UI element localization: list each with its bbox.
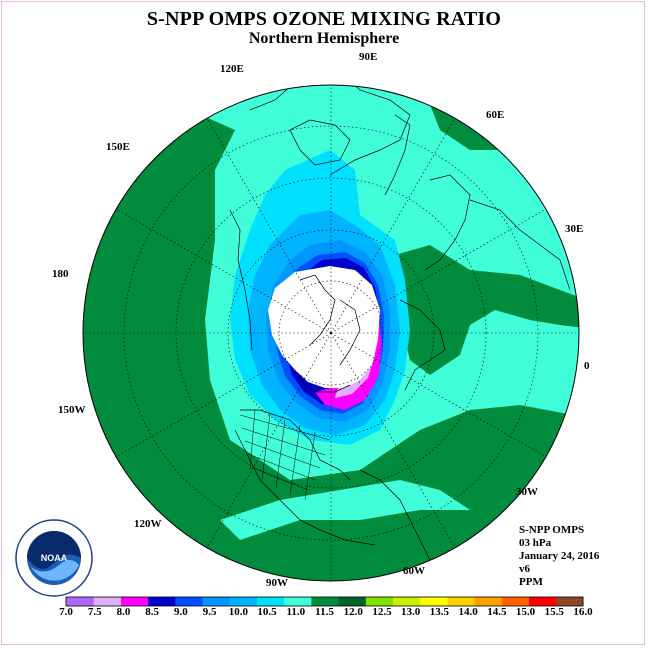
colorbar xyxy=(65,596,584,607)
colorbar-tick-label: 12.0 xyxy=(343,606,363,618)
colorbar-swatch xyxy=(93,597,121,606)
colorbar-swatch xyxy=(229,597,257,606)
colorbar-tick-label: 10.5 xyxy=(257,606,277,618)
field-11-5-asia-south xyxy=(240,510,500,581)
meridian-150w xyxy=(115,332,332,458)
colorbar-tick-label: 15.0 xyxy=(515,606,536,618)
meridian-60w xyxy=(330,332,456,549)
colorbar-swatch xyxy=(528,597,557,606)
meridian-30w xyxy=(330,332,547,458)
field-8-0 xyxy=(315,300,382,410)
info-instrument: S-NPP OMPS xyxy=(519,524,585,536)
info-date: January 24, 2016 xyxy=(519,550,600,562)
lon-label-90e: 90E xyxy=(359,51,378,63)
lon-label-60w: 60W xyxy=(403,565,425,577)
meridian-120w xyxy=(206,332,332,549)
colorbar-swatch xyxy=(338,597,366,606)
colorbar-outline xyxy=(65,596,584,607)
noaa-logo-text: NOAA xyxy=(41,553,68,563)
lon-label-180: 180 xyxy=(52,268,69,280)
colorbar-tick-label: 7.0 xyxy=(59,606,73,618)
colorbar-swatch xyxy=(147,597,176,606)
colorbar-swatch xyxy=(174,597,203,606)
colorbar-swatch xyxy=(555,597,584,606)
graticule xyxy=(83,85,579,581)
colorbar-swatch xyxy=(446,597,475,606)
colorbar-swatch xyxy=(283,597,312,606)
map-border xyxy=(82,84,580,582)
colorbar-tick-label: 11.0 xyxy=(286,606,306,618)
colorbar-tick-label: 11.5 xyxy=(315,606,334,618)
meridian-120e xyxy=(206,117,332,334)
colorbar-swatch xyxy=(256,597,285,606)
colorbar-tick-label: 8.0 xyxy=(116,606,131,618)
colorbar-tick-label: 13.5 xyxy=(429,606,449,618)
colorbar-swatch xyxy=(501,597,530,606)
colorbar-tick-label: 13.0 xyxy=(401,606,421,618)
info-level: 03 hPa xyxy=(519,537,552,549)
latitude-circle-60 xyxy=(175,177,487,489)
state-boundaries xyxy=(239,409,331,501)
info-units: PPM xyxy=(519,576,543,588)
colorbar-swatch xyxy=(392,597,421,606)
colorbar-tick-label: 16.0 xyxy=(573,606,593,618)
colorbar-swatch xyxy=(66,597,94,606)
meridian-150e xyxy=(115,208,332,334)
field-11-0-south xyxy=(220,480,470,540)
colorbar-swatch xyxy=(365,597,394,606)
colorbar-swatch xyxy=(310,597,339,606)
colorbar-tick-label: 9.0 xyxy=(174,606,188,618)
colorbar-tick-label: 8.5 xyxy=(145,606,160,618)
lon-label-120e: 120E xyxy=(220,63,244,75)
lon-label-60e: 60E xyxy=(486,109,505,121)
colorbar-tick-label: 14.5 xyxy=(487,606,507,618)
meridian-60e xyxy=(330,117,456,334)
lon-label-90w: 90W xyxy=(266,577,288,589)
map-subtitle: Northern Hemisphere xyxy=(248,30,400,47)
lon-label-0: 0 xyxy=(584,360,590,372)
colorbar-swatch xyxy=(202,597,230,606)
map-title: S-NPP OMPS OZONE MIXING RATIO xyxy=(146,8,502,30)
lon-label-30e: 30E xyxy=(565,223,584,235)
field-11-5-europe xyxy=(395,245,579,375)
polar-night-area xyxy=(268,266,380,388)
colorbar-tick-label: 12.5 xyxy=(372,606,392,618)
colorbar-tick-label: 9.5 xyxy=(202,606,217,618)
lon-label-30w: 30W xyxy=(516,486,538,498)
lon-label-120w: 120W xyxy=(134,518,162,530)
noaa-logo: NOAA xyxy=(15,519,93,597)
coastlines xyxy=(229,85,571,561)
colorbar-swatch xyxy=(474,597,502,606)
info-version: v6 xyxy=(519,563,530,575)
colorbar-tick-label: 10.0 xyxy=(228,606,248,618)
field-11-5-pacific xyxy=(83,85,579,581)
colorbar-swatch xyxy=(120,597,149,606)
latitude-circle-70 xyxy=(227,229,435,437)
info-panel: S-NPP OMPS 03 hPa January 24, 2016 v6 PP… xyxy=(519,524,599,589)
colorbar-tick-label: 7.5 xyxy=(87,606,102,618)
colorbar-swatch xyxy=(419,597,448,606)
latitude-circle-50 xyxy=(123,125,539,541)
lon-label-150e: 150E xyxy=(106,141,130,153)
colorbar-tick-label: 14.0 xyxy=(458,606,478,618)
colorbar-labels: 7.0 7.5 8.0 8.5 9.0 9.5 10.0 10.5 11.0 11.5 12.0 12… xyxy=(0,606,648,620)
colorbar-tick-label: 15.5 xyxy=(544,606,564,618)
meridian-30e xyxy=(330,208,547,334)
lon-label-150w: 150W xyxy=(58,404,86,416)
